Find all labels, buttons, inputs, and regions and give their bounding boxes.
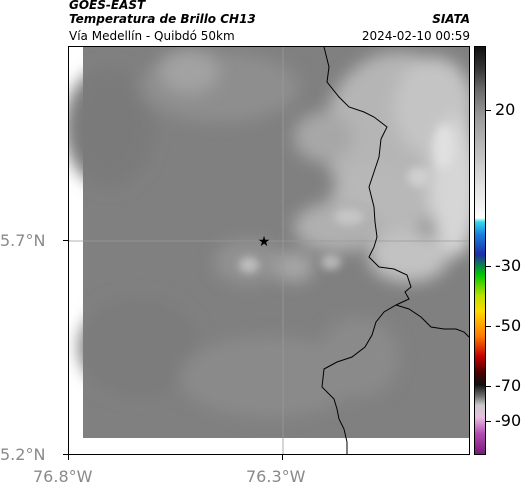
organization-label: SIATA xyxy=(432,12,470,26)
lon-label: 76.3°W xyxy=(246,467,306,486)
colorbar-label: 20 xyxy=(495,100,516,119)
colorbar-tick xyxy=(486,326,491,327)
colorbar-tick xyxy=(486,110,491,111)
star-marker: ★ xyxy=(258,234,271,250)
bright-patches xyxy=(239,125,454,273)
satellite-title: GOES-EAST xyxy=(69,0,146,12)
colorbar-tick xyxy=(486,421,491,422)
colorbar-tick xyxy=(486,266,491,267)
border-line xyxy=(321,47,412,454)
colorbar-label: -70 xyxy=(495,376,522,395)
lon-tick xyxy=(282,455,283,460)
product-title: Temperatura de Brillo CH13 xyxy=(69,12,256,26)
colorbar xyxy=(474,46,486,455)
timestamp: 2024-02-10 00:59 xyxy=(361,29,470,43)
lat-label: 5.2°N xyxy=(0,445,46,464)
colorbar-label: -90 xyxy=(495,411,522,430)
colorbar-label: -30 xyxy=(495,256,522,275)
lat-tick xyxy=(63,240,68,241)
brightness-temperature-map[interactable]: ★ xyxy=(68,46,470,455)
map-svg: ★ xyxy=(69,47,469,454)
lon-tick xyxy=(68,455,69,460)
region-subtitle: Vía Medellín - Quibdó 50km xyxy=(69,29,235,43)
colorbar-tick xyxy=(486,386,491,387)
lon-label: 76.8°W xyxy=(33,467,93,486)
cloud-tops xyxy=(159,50,469,282)
colorbar-label: -50 xyxy=(495,316,522,335)
lat-tick xyxy=(63,454,68,455)
border-line-east xyxy=(395,304,469,338)
lat-label: 5.7°N xyxy=(0,231,46,250)
